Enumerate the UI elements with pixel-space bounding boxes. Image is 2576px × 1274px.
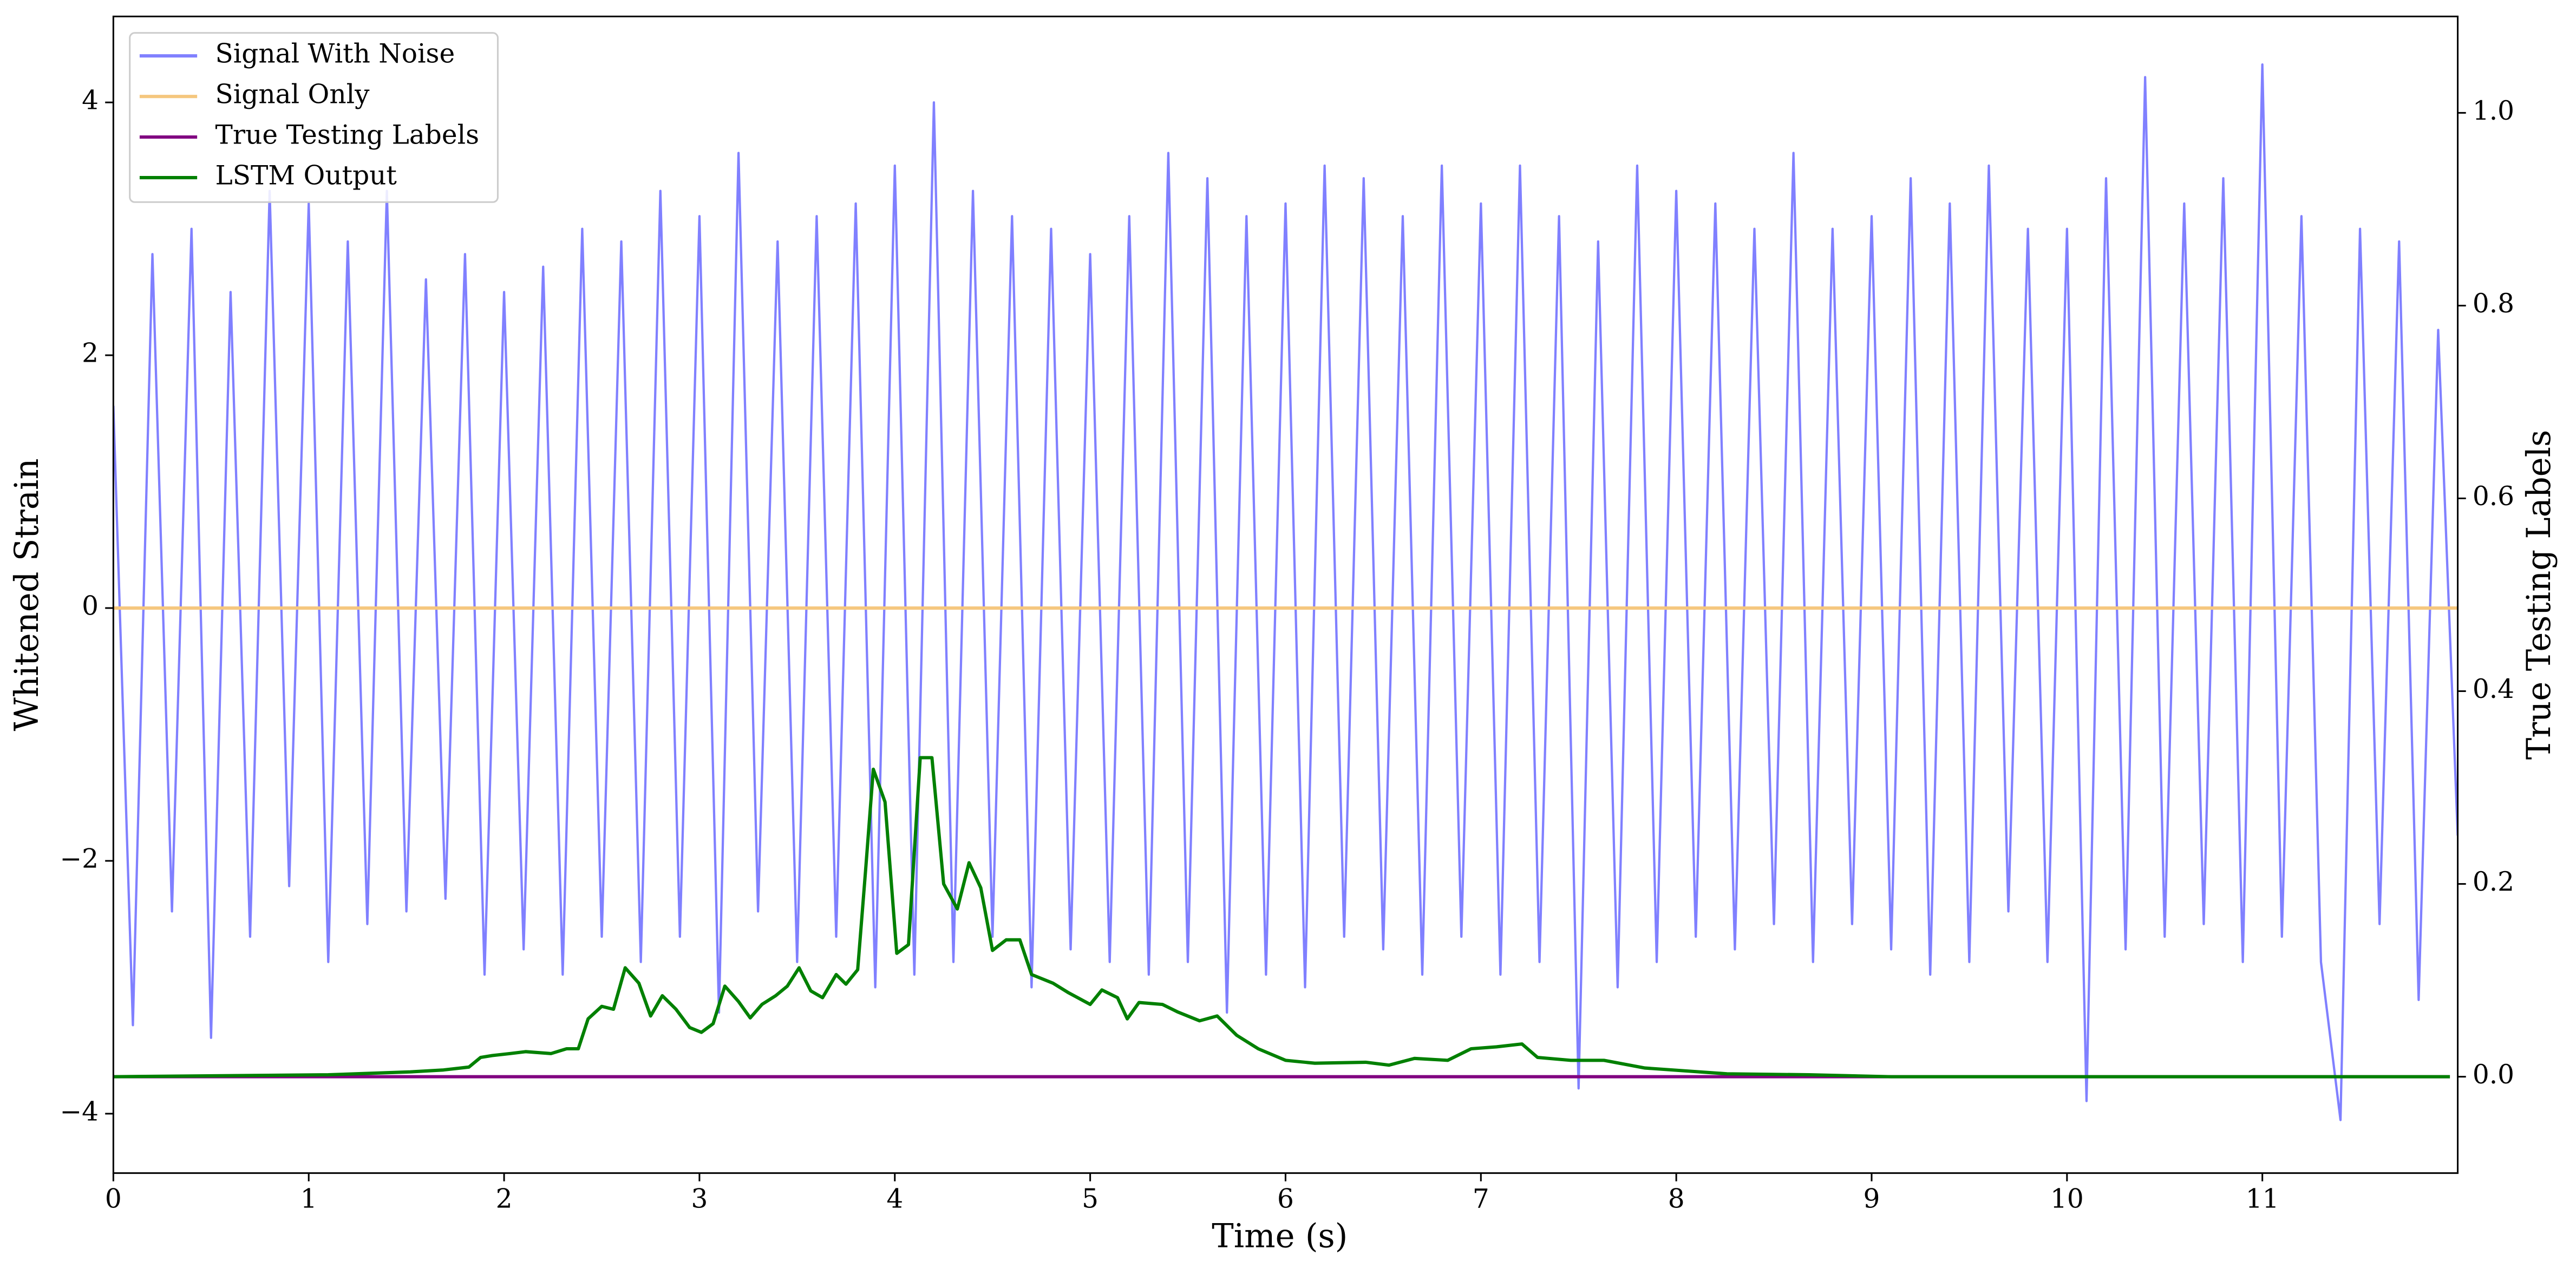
x-axis-label: Time (s)	[1212, 1218, 1348, 1256]
y2-tick-label: 0.0	[2473, 1060, 2514, 1090]
x-tick-label: 9	[1864, 1184, 1880, 1214]
y-tick-label: −2	[60, 844, 99, 874]
x-tick-label: 5	[1082, 1184, 1099, 1214]
x-tick-label: 10	[2050, 1184, 2084, 1214]
series-line	[113, 63, 2458, 1121]
x-tick-label: 3	[691, 1184, 708, 1214]
x-tick-label: 0	[105, 1184, 122, 1214]
y-tick-label: −4	[60, 1096, 99, 1127]
y-axis-label: Whitened Strain	[8, 459, 46, 731]
y-tick-label: 0	[82, 591, 99, 622]
y2-tick-label: 0.6	[2473, 481, 2514, 512]
y-tick-label: 4	[82, 86, 99, 116]
legend-label: Signal Only	[215, 80, 370, 110]
y2-tick-label: 0.2	[2473, 867, 2514, 897]
legend-box	[129, 32, 499, 203]
x-tick-label: 6	[1277, 1184, 1294, 1214]
x-tick-label: 11	[2246, 1184, 2279, 1214]
y-tick-label: 2	[82, 338, 99, 369]
y2-tick-label: 0.8	[2473, 289, 2514, 319]
legend: Signal With Noise Signal Only True Testing…	[129, 32, 499, 203]
legend-label: Signal With Noise	[215, 39, 455, 69]
x-tick-label: 2	[496, 1184, 513, 1214]
legend-label: LSTM Output	[215, 161, 397, 191]
x-tick-label: 4	[886, 1184, 903, 1214]
series-line	[113, 756, 2450, 1079]
x-tick-label: 7	[1473, 1184, 1489, 1214]
x-tick-label: 1	[300, 1184, 317, 1214]
y2-axis-label: True Testing Labels	[2520, 430, 2558, 760]
x-tick-label: 8	[1668, 1184, 1685, 1214]
y2-tick-label: 0.4	[2473, 674, 2514, 704]
y2-tick-label: 1.0	[2473, 96, 2514, 126]
legend-label: True Testing Labels	[215, 120, 480, 151]
